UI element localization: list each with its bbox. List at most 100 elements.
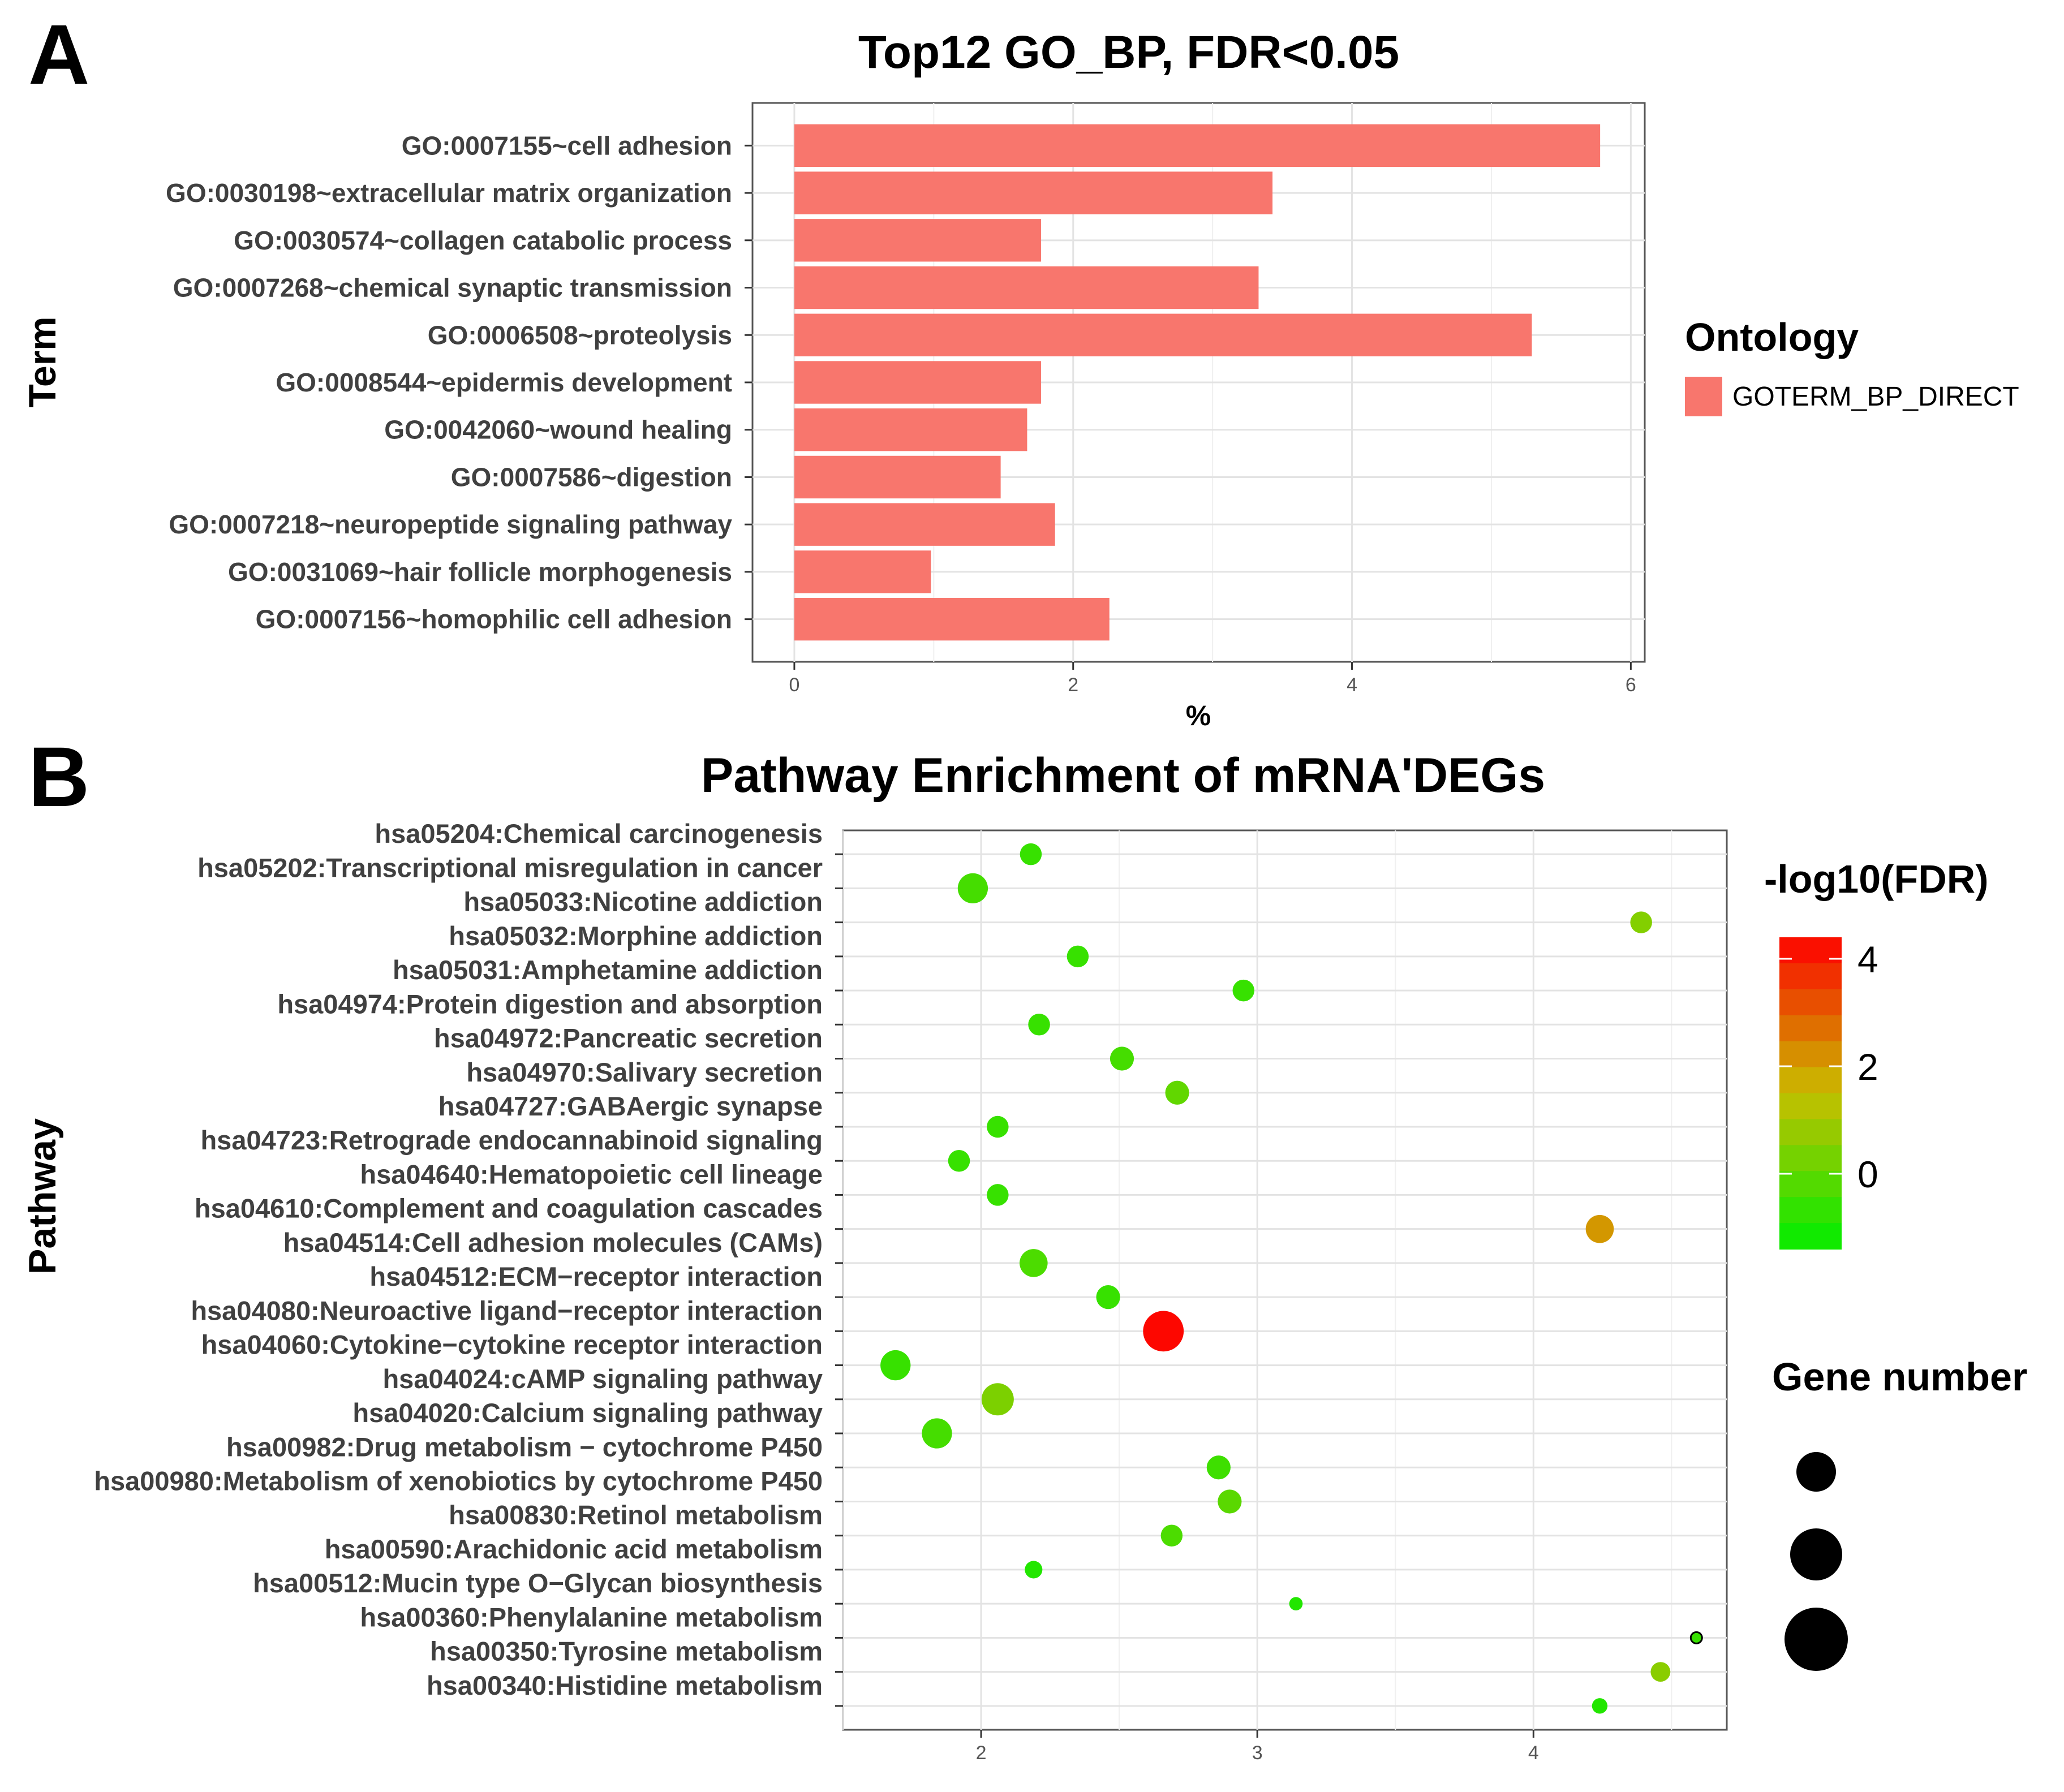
panel-a: A Top12 GO_BP, FDR<0.05 GO:0007155~cell … xyxy=(21,7,2019,731)
chart-a-category-label: GO:0008544~epidermis development xyxy=(276,368,732,397)
chart-b-point xyxy=(1028,1014,1050,1036)
size-legend-dot-large xyxy=(1784,1608,1848,1671)
chart-a-bar xyxy=(794,550,931,593)
chart-b-category-label: hsa04512:ECM−receptor interaction xyxy=(369,1261,823,1291)
chart-b-colorbar-band xyxy=(1779,1067,1842,1094)
chart-b-category-labels: hsa05204:Chemical carcinogenesis hsa05202… xyxy=(94,819,843,1707)
chart-b-point xyxy=(1067,945,1089,968)
chart-b-point xyxy=(1592,1698,1608,1714)
chart-b-x-tick-label: 2 xyxy=(976,1742,987,1764)
chart-b-color-legend-title: -log10(FDR) xyxy=(1764,857,1989,901)
chart-b-category-label: hsa05032:Morphine addiction xyxy=(449,921,823,951)
chart-b-category-label: hsa04970:Salivary secretion xyxy=(466,1057,823,1087)
chart-b-category-label: hsa04610:Complement and coagulation casc… xyxy=(195,1194,823,1224)
chart-b-category-label: hsa04060:Cytokine−cytokine receptor inte… xyxy=(201,1330,823,1360)
chart-a-category-label: GO:0007156~homophilic cell adhesion xyxy=(256,605,732,634)
chart-a-bar xyxy=(794,219,1042,262)
size-legend-dot-medium xyxy=(1790,1528,1842,1580)
chart-a-category-label: GO:0007268~chemical synaptic transmissio… xyxy=(173,273,732,303)
chart-b-category-label: hsa00590:Arachidonic acid metabolism xyxy=(325,1534,823,1564)
chart-b-category-label: hsa05202:Transcriptional misregulation i… xyxy=(197,852,823,882)
chart-a-bar xyxy=(794,503,1055,546)
panel-a-label: A xyxy=(28,7,89,102)
chart-a-bar xyxy=(794,171,1273,214)
chart-b-point xyxy=(1143,1311,1184,1352)
chart-b-category-label: hsa00980:Metabolism of xenobiotics by cy… xyxy=(94,1466,823,1496)
chart-b-category-label: hsa04972:Pancreatic secretion xyxy=(434,1023,823,1053)
chart-b-point xyxy=(1096,1285,1120,1309)
chart-a-x-tick-label: 4 xyxy=(1347,674,1357,696)
chart-a-x-tick-label: 6 xyxy=(1626,674,1636,696)
chart-b-colorbar-band xyxy=(1779,1093,1842,1120)
chart-a-category-label: GO:0007155~cell adhesion xyxy=(402,131,732,160)
chart-b-category-label: hsa05204:Chemical carcinogenesis xyxy=(375,819,823,848)
chart-b-category-label: hsa00982:Drug metabolism − cytochrome P4… xyxy=(226,1432,823,1462)
chart-b-x-ticks: 2 3 4 xyxy=(976,1730,1539,1764)
chart-a-category-label: GO:0042060~wound healing xyxy=(384,415,732,445)
chart-a-title: Top12 GO_BP, FDR<0.05 xyxy=(858,27,1399,78)
chart-b-y-axis-title: Pathway xyxy=(21,1118,64,1274)
chart-b-colorbar-ticks: 4 2 0 xyxy=(1779,938,1878,1195)
chart-b-category-label: hsa04640:Hematopoietic cell lineage xyxy=(360,1159,823,1189)
chart-a-bar xyxy=(794,266,1259,309)
chart-b-point xyxy=(981,1383,1014,1416)
chart-b-colorbar-band xyxy=(1779,963,1842,990)
chart-b-color-legend: -log10(FDR) 4 2 0 xyxy=(1764,857,1989,1250)
chart-b-point xyxy=(1025,1561,1043,1579)
chart-a-x-tick-label: 0 xyxy=(789,674,799,696)
chart-b-size-legend-title: Gene number xyxy=(1772,1355,2027,1399)
chart-a-category-labels: GO:0007155~cell adhesion GO:0030198~extra… xyxy=(166,131,752,634)
chart-b-point xyxy=(1585,1214,1614,1243)
chart-b-colorbar-band xyxy=(1779,1015,1842,1042)
chart-a-x-tick-label: 2 xyxy=(1068,674,1078,696)
chart-a-legend-item-label: GOTERM_BP_DIRECT xyxy=(1732,382,2019,412)
chart-b-point xyxy=(1110,1046,1134,1071)
chart-b-category-label: hsa04514:Cell adhesion molecules (CAMs) xyxy=(283,1227,823,1257)
chart-b-category-label: hsa04727:GABAergic synapse xyxy=(438,1091,823,1121)
chart-b-plot-area xyxy=(842,829,1728,1731)
panel-b-label: B xyxy=(28,729,89,824)
chart-b-title: Pathway Enrichment of mRNA'DEGs xyxy=(701,748,1545,803)
chart-b-colorbar-tick-label: 2 xyxy=(1857,1046,1878,1088)
chart-b-point xyxy=(987,1115,1009,1138)
chart-b-point xyxy=(1020,843,1042,865)
chart-b-point xyxy=(957,873,988,904)
chart-a-bar xyxy=(794,124,1601,167)
chart-a-category-label: GO:0030574~collagen catabolic process xyxy=(234,226,732,255)
chart-b-category-label: hsa00512:Mucin type O−Glycan biosynthesi… xyxy=(253,1568,823,1598)
chart-a-category-label: GO:0007218~neuropeptide signaling pathwa… xyxy=(169,510,732,539)
chart-a-y-axis-title: Term xyxy=(21,316,64,407)
chart-b-colorbar-band xyxy=(1779,1223,1842,1250)
chart-b-size-legend: Gene number xyxy=(1772,1355,2027,1671)
chart-a-x-ticks: 0 2 4 6 xyxy=(789,662,1636,696)
chart-b-point xyxy=(987,1184,1009,1206)
chart-b-category-label: hsa04974:Protein digestion and absorptio… xyxy=(277,989,823,1019)
chart-b-point xyxy=(880,1350,911,1381)
chart-b-category-label: hsa00830:Retinol metabolism xyxy=(449,1500,823,1530)
chart-b-point xyxy=(1206,1455,1231,1480)
chart-a-x-axis-title: % xyxy=(1186,700,1211,731)
chart-b-point xyxy=(1218,1489,1242,1514)
chart-b-category-label: hsa04024:cAMP signaling pathway xyxy=(382,1364,823,1394)
chart-a-bars xyxy=(794,124,1601,641)
chart-a-bar xyxy=(794,455,1001,499)
chart-b-category-label: hsa04080:Neuroactive ligand−receptor int… xyxy=(191,1295,823,1325)
chart-a-category-label: GO:0006508~proteolysis xyxy=(428,320,732,350)
chart-a-bar xyxy=(794,597,1110,641)
size-legend-dot-small xyxy=(1796,1452,1836,1492)
chart-b-category-label: hsa04723:Retrograde endocannabinoid sign… xyxy=(200,1125,823,1155)
chart-b-point xyxy=(1160,1524,1183,1547)
chart-a-legend: Ontology GOTERM_BP_DIRECT xyxy=(1685,315,2019,416)
panel-b: B Pathway Enrichment of mRNA'DEGs hsa052… xyxy=(21,729,2027,1764)
chart-a-category-label: GO:0030198~extracellular matrix organiza… xyxy=(166,178,732,208)
chart-b-colorbar-tick-label: 0 xyxy=(1857,1153,1878,1195)
chart-b-point xyxy=(1689,1631,1703,1644)
chart-b-point xyxy=(948,1149,970,1172)
chart-b-point xyxy=(1630,911,1652,933)
chart-a-bar xyxy=(794,408,1027,451)
chart-b-point xyxy=(1650,1662,1671,1682)
chart-a-category-label: GO:0007586~digestion xyxy=(451,462,732,492)
chart-b-category-label: hsa00350:Tyrosine metabolism xyxy=(430,1636,823,1666)
chart-b-x-tick-label: 4 xyxy=(1528,1742,1539,1764)
